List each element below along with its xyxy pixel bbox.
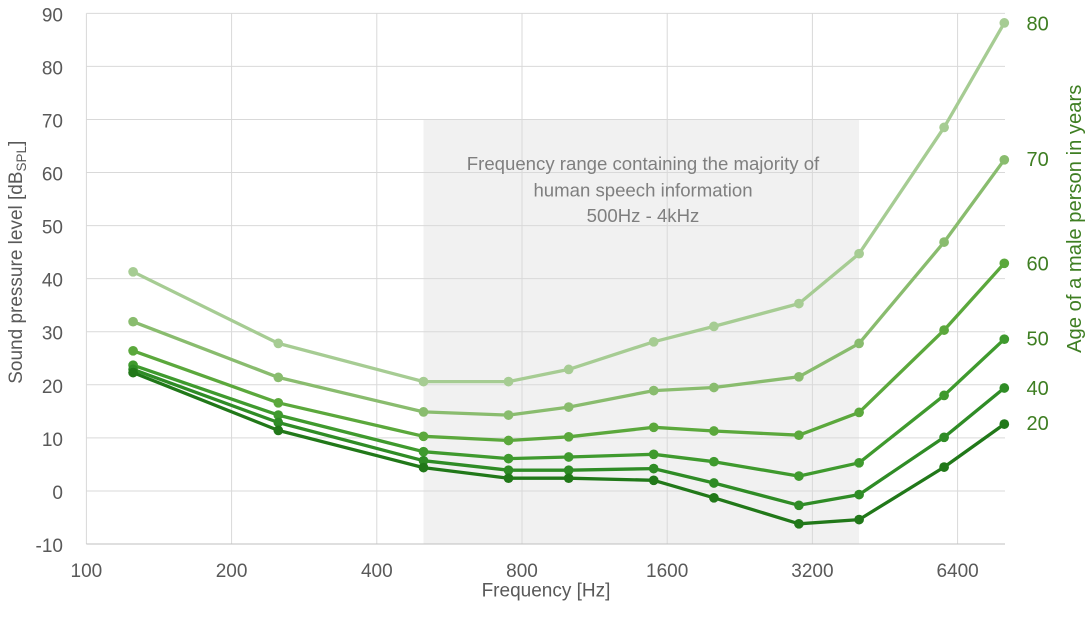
svg-text:60: 60 — [42, 165, 63, 186]
svg-text:50: 50 — [42, 218, 63, 239]
svg-text:Age of a male person in years: Age of a male person in years — [1064, 85, 1086, 353]
svg-text:human speech information: human speech information — [533, 179, 752, 200]
svg-text:10: 10 — [42, 430, 63, 451]
svg-text:6400: 6400 — [936, 561, 978, 582]
svg-text:0: 0 — [52, 483, 63, 504]
svg-text:Frequency range containing the: Frequency range containing the majority … — [467, 153, 820, 174]
svg-text:80: 80 — [42, 58, 63, 79]
svg-text:40: 40 — [1027, 378, 1049, 400]
svg-text:1600: 1600 — [646, 561, 688, 582]
svg-text:80: 80 — [1027, 14, 1049, 36]
svg-text:Frequency [Hz]: Frequency [Hz] — [482, 581, 611, 602]
svg-text:-10: -10 — [36, 536, 63, 557]
svg-text:40: 40 — [42, 271, 63, 292]
svg-text:500Hz - 4kHz: 500Hz - 4kHz — [587, 205, 700, 226]
svg-text:60: 60 — [1027, 254, 1049, 276]
svg-text:3200: 3200 — [791, 561, 833, 582]
svg-text:20: 20 — [42, 377, 63, 398]
svg-text:30: 30 — [42, 324, 63, 345]
svg-text:50: 50 — [1027, 329, 1049, 351]
svg-text:100: 100 — [71, 561, 103, 582]
svg-text:90: 90 — [42, 5, 63, 26]
svg-text:200: 200 — [216, 561, 248, 582]
svg-text:Sound pressure level [dBSPL]: Sound pressure level [dBSPL] — [6, 141, 29, 384]
svg-text:70: 70 — [1027, 149, 1049, 171]
svg-text:20: 20 — [1027, 413, 1049, 435]
svg-text:70: 70 — [42, 112, 63, 133]
svg-text:400: 400 — [361, 561, 393, 582]
svg-text:800: 800 — [506, 561, 538, 582]
